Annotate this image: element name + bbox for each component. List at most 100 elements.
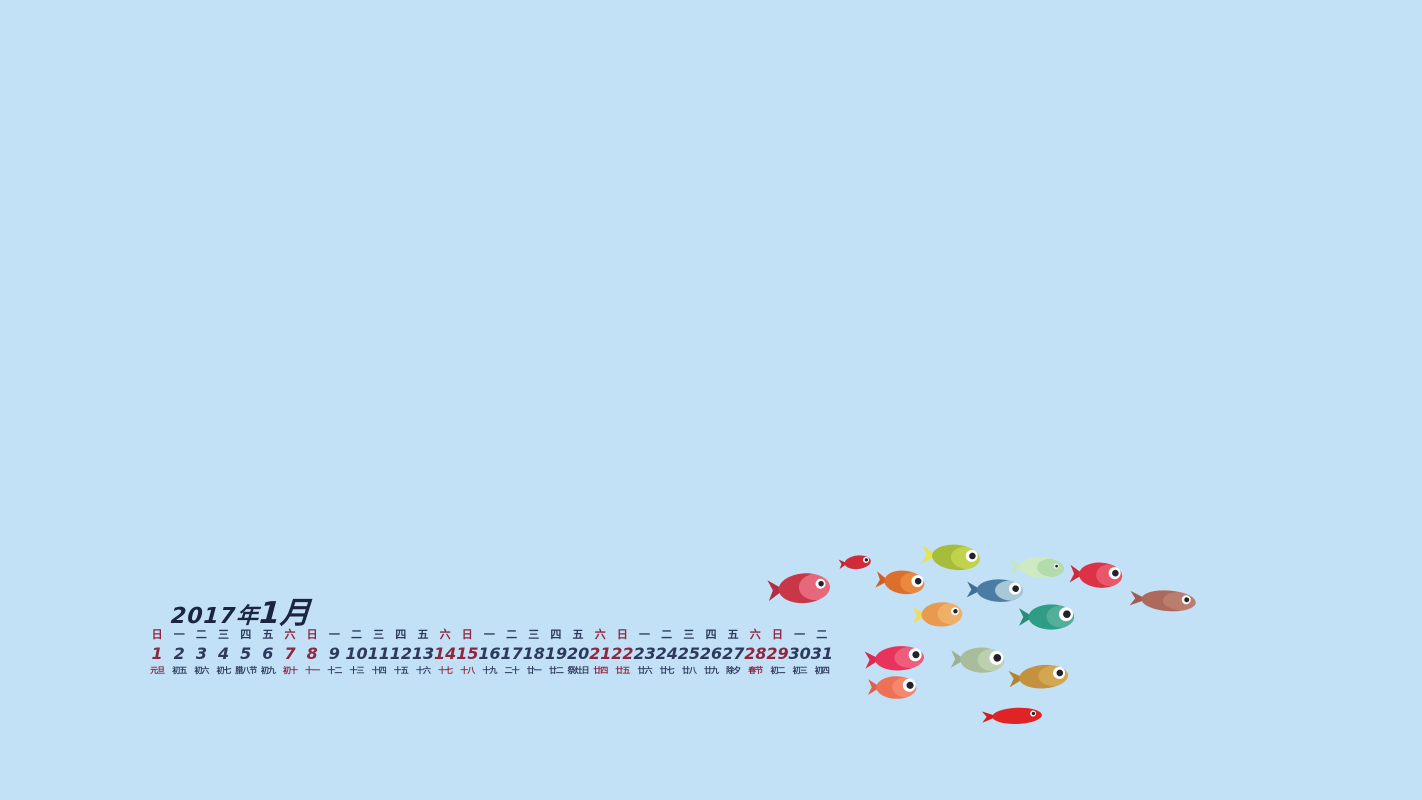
lunar-label: 十一 (305, 666, 320, 675)
lunar-label: 廿八 (681, 666, 697, 675)
fish-rust-brown (1129, 586, 1198, 614)
weekday-label: 三 (218, 628, 230, 641)
weekday-label: 三 (373, 628, 385, 641)
date-number: 12 (389, 644, 412, 663)
calendar-day-21: 六 21 廿四 (589, 626, 611, 676)
calendar-day-27: 五 27 除夕 (722, 626, 744, 676)
calendar-day-23: 一 23 廿六 (633, 626, 655, 676)
lunar-label: 廿六 (637, 666, 653, 675)
weekday-label: 四 (550, 628, 562, 641)
fish-large-red (767, 569, 833, 606)
weekday-label: 二 (195, 628, 207, 641)
calendar-day-14: 六 14 十七 (434, 626, 456, 676)
fish-yellow-green (921, 540, 983, 573)
lunar-label: 初六 (194, 666, 209, 675)
calendar-day-26: 四 26 廿九 (700, 626, 722, 676)
calendar-day-22: 日 22 廿五 (611, 626, 633, 676)
lunar-label: 十六 (415, 666, 431, 675)
calendar-day-31: 二 31 初四 (811, 626, 833, 676)
weekday-label: 六 (284, 628, 296, 641)
weekday-label: 日 (461, 628, 473, 641)
calendar-day-29: 日 29 初二 (766, 626, 788, 676)
weekday-label: 四 (705, 628, 717, 641)
date-number: 16 (478, 644, 501, 663)
calendar-day-18: 三 18 廿一 (523, 626, 545, 676)
weekday-label: 四 (395, 628, 407, 641)
date-number: 25 (677, 644, 701, 663)
calendar-day-24: 二 24 廿七 (656, 626, 678, 676)
date-number: 30 (788, 644, 811, 663)
weekday-label: 一 (794, 628, 806, 641)
lunar-label: 十九 (482, 666, 497, 675)
fish-blue (966, 576, 1026, 603)
calendar-grid: 日 1 元旦 一 2 初五 二 3 初六 三 4 初七 四 5 腊八节 五 6 初九 六 7 初十 日 8 十一 一 9 十二 二 10… (146, 626, 833, 676)
lunar-label: 初二 (770, 666, 785, 675)
weekday-label: 日 (151, 628, 163, 641)
fish-rose-pink (864, 643, 926, 673)
date-number: 3 (195, 644, 207, 663)
date-number: 27 (722, 644, 745, 663)
fish-mint-green (1009, 554, 1066, 580)
weekday-label: 五 (727, 628, 739, 641)
lunar-label: 初三 (792, 666, 808, 675)
date-number: 13 (411, 644, 435, 663)
fish-mustard (1007, 662, 1071, 692)
weekday-label: 五 (417, 628, 429, 641)
date-number: 6 (262, 644, 274, 663)
weekday-label: 四 (240, 628, 252, 641)
weekday-label: 日 (616, 628, 628, 641)
calendar-day-10: 二 10 十三 (345, 626, 367, 676)
weekday-label: 五 (572, 628, 584, 641)
fish-small-red-top (838, 553, 872, 571)
date-number: 18 (522, 644, 545, 663)
lunar-label: 十二 (327, 666, 342, 675)
lunar-label: 二十 (504, 666, 520, 675)
calendar-day-9: 一 9 十二 (323, 626, 345, 676)
calendar-day-13: 五 13 十六 (412, 626, 434, 676)
calendar-day-12: 四 12 十五 (390, 626, 412, 676)
lunar-label: 十八 (460, 666, 475, 675)
calendar-day-15: 日 15 十八 (456, 626, 478, 676)
date-number: 22 (611, 644, 634, 663)
date-number: 31 (810, 644, 833, 663)
date-number: 5 (240, 644, 252, 663)
calendar-day-19: 四 19 廿二 (545, 626, 567, 676)
weekday-label: 一 (328, 628, 340, 641)
date-number: 2 (173, 644, 185, 663)
calendar-day-6: 五 6 初九 (257, 626, 279, 676)
weekday-label: 一 (639, 628, 651, 641)
lunar-label: 廿九 (703, 666, 719, 675)
date-number: 7 (284, 644, 296, 663)
date-number: 24 (655, 644, 678, 663)
fish-teal (1018, 603, 1076, 631)
fish-small-red-bottom (981, 706, 1045, 726)
weekday-label: 二 (506, 628, 518, 641)
date-number: 17 (500, 644, 523, 663)
lunar-label: 除夕 (726, 666, 741, 675)
fish-salmon (867, 674, 918, 700)
weekday-label: 一 (483, 628, 495, 641)
calendar-day-25: 三 25 廿八 (678, 626, 700, 676)
lunar-label: 初四 (814, 666, 830, 675)
lunar-label: 廿二 (548, 666, 564, 675)
weekday-label: 二 (350, 628, 362, 641)
date-number: 21 (589, 644, 612, 663)
weekday-label: 五 (262, 628, 274, 641)
calendar-day-1: 日 1 元旦 (146, 626, 168, 676)
lunar-label: 廿一 (526, 666, 542, 675)
calendar-day-11: 三 11 十四 (368, 626, 390, 676)
lunar-label: 腊八节 (235, 666, 257, 675)
calendar-day-8: 日 8 十一 (301, 626, 323, 676)
lunar-label: 廿五 (615, 666, 630, 675)
weekday-label: 日 (306, 628, 318, 641)
date-number: 10 (345, 644, 368, 663)
lunar-label: 廿四 (593, 666, 608, 675)
date-number: 9 (328, 644, 340, 663)
lunar-label: 十三 (349, 666, 364, 675)
date-number: 15 (456, 644, 479, 663)
weekday-label: 六 (749, 628, 761, 641)
fish-orange (875, 566, 927, 597)
date-number: 28 (744, 644, 767, 663)
lunar-label: 十四 (371, 666, 387, 675)
